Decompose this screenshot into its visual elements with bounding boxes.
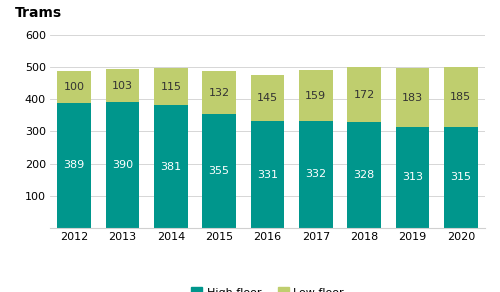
Bar xyxy=(444,67,478,127)
Text: 390: 390 xyxy=(112,160,133,170)
Bar xyxy=(202,71,236,114)
Text: 328: 328 xyxy=(354,170,375,180)
Text: 100: 100 xyxy=(64,82,84,92)
Text: 159: 159 xyxy=(306,91,326,100)
Bar xyxy=(444,127,478,228)
Bar xyxy=(347,122,381,228)
Text: 315: 315 xyxy=(450,172,471,182)
Bar xyxy=(250,75,284,121)
Text: 185: 185 xyxy=(450,92,471,102)
Text: 115: 115 xyxy=(160,82,182,92)
Legend: High floor, Low floor: High floor, Low floor xyxy=(191,287,344,292)
Bar xyxy=(396,127,430,228)
Bar xyxy=(57,103,91,228)
Text: 183: 183 xyxy=(402,93,423,103)
Bar xyxy=(347,67,381,122)
Text: 381: 381 xyxy=(160,161,182,172)
Text: 145: 145 xyxy=(257,93,278,103)
Bar xyxy=(57,71,91,103)
Bar xyxy=(202,114,236,228)
Text: 389: 389 xyxy=(64,160,85,170)
Text: 132: 132 xyxy=(208,88,230,98)
Bar xyxy=(106,102,140,228)
Bar xyxy=(154,68,188,105)
Text: 332: 332 xyxy=(306,169,326,180)
Bar xyxy=(154,105,188,228)
Bar xyxy=(250,121,284,228)
Bar xyxy=(299,121,332,228)
Text: 103: 103 xyxy=(112,81,133,91)
Bar xyxy=(396,68,430,127)
Text: Trams: Trams xyxy=(15,6,62,20)
Bar xyxy=(299,70,332,121)
Text: 331: 331 xyxy=(257,170,278,180)
Bar xyxy=(106,69,140,102)
Text: 172: 172 xyxy=(354,90,375,100)
Text: 313: 313 xyxy=(402,173,423,182)
Text: 355: 355 xyxy=(208,166,230,176)
